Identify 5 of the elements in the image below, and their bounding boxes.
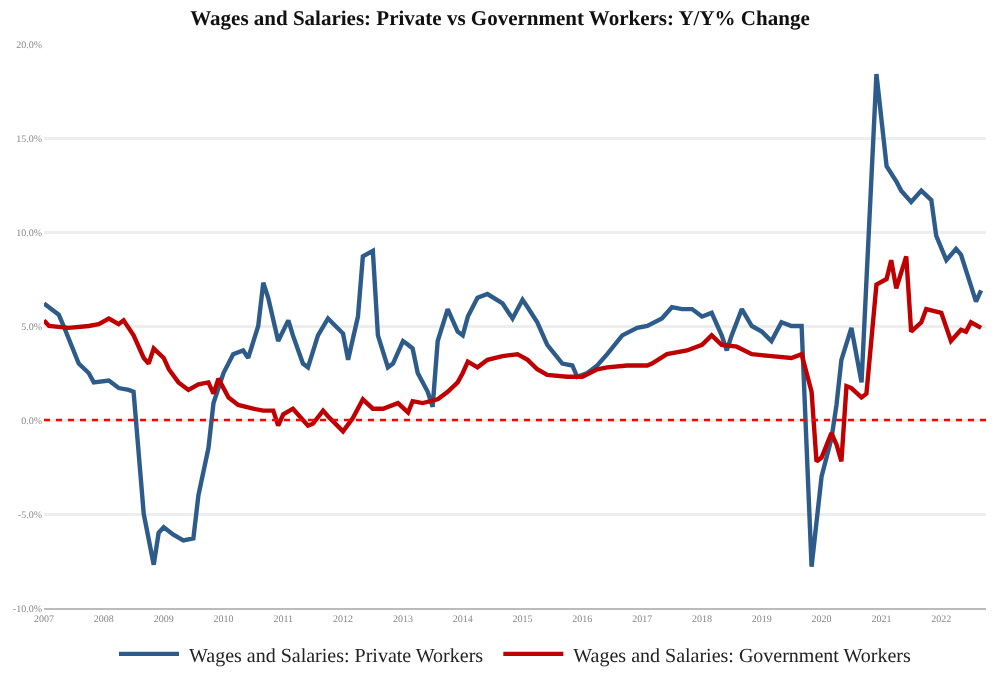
line-series <box>44 254 984 464</box>
legend-label: Wages and Salaries: Government Workers <box>573 645 911 668</box>
line-series <box>44 71 984 569</box>
chart-title: Wages and Salaries: Private vs Government Workers: Y/Y% Change <box>190 9 811 32</box>
legend-label: Wages and Salaries: Private Workers <box>189 645 484 668</box>
